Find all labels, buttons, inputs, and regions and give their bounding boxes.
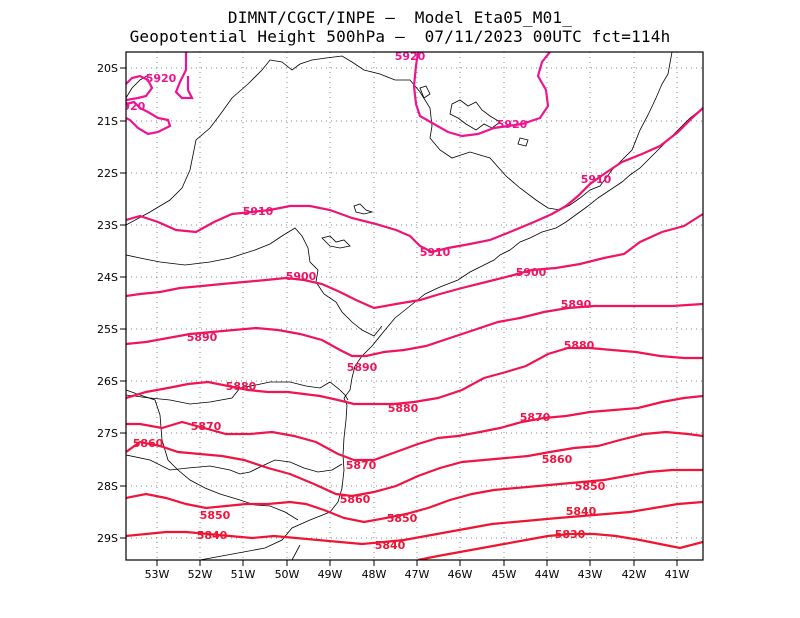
lat-label: 21S: [97, 115, 118, 128]
contour-label: 5920: [395, 50, 426, 63]
lon-label: 41W: [665, 568, 690, 581]
contour-label: 5840: [566, 505, 597, 518]
lon-label: 46W: [448, 568, 473, 581]
contour-label: 5920: [146, 72, 177, 85]
contour-5920-nw: [126, 74, 154, 102]
lat-label: 27S: [97, 427, 118, 440]
contour-label: 5860: [542, 453, 573, 466]
lat-label: 20S: [97, 62, 118, 75]
contour-label: 5890: [187, 331, 218, 344]
map-title-line-2: Geopotential Height 500hPa – 07/11/2023 …: [129, 27, 671, 46]
contour-label: 5870: [191, 420, 222, 433]
contour-label: 5840: [375, 539, 406, 552]
lon-label: 47W: [405, 568, 430, 581]
lon-label: 48W: [362, 568, 387, 581]
lon-label: 49W: [318, 568, 343, 581]
coastline-south: [291, 544, 301, 560]
contour-label: 5920: [497, 118, 528, 131]
contour-label: 5850: [200, 509, 231, 522]
contour-5890: [126, 302, 703, 358]
lat-label: 26S: [97, 375, 118, 388]
contour-label: 5850: [387, 512, 418, 525]
contour-label: 5850: [575, 480, 606, 493]
contour-5830: [417, 532, 703, 560]
lat-label: 23S: [97, 219, 118, 232]
lat-label: 25S: [97, 323, 118, 336]
state-border-sp-pr: [126, 227, 383, 337]
lon-label: 44W: [535, 568, 560, 581]
contour-label: 5900: [286, 270, 317, 283]
contour-label: 5880: [564, 339, 595, 352]
contour-5920-west: [174, 52, 194, 100]
contour-label: 5860: [133, 437, 164, 450]
contour-label: 5910: [420, 246, 451, 259]
contour-5900: [126, 213, 703, 310]
contour-label: 5890: [561, 298, 592, 311]
lon-label: 53W: [145, 568, 170, 581]
lon-label: 42W: [622, 568, 647, 581]
coastline: [126, 107, 703, 560]
latitude-labels: 20S 21S 22S 23S 24S 25S 26S 27S 28S 29S: [97, 62, 118, 545]
lon-label: 43W: [578, 568, 603, 581]
contour-label: 5870: [520, 411, 551, 424]
coastline-and-borders: [126, 52, 703, 560]
contour-label: 5910: [243, 205, 274, 218]
lon-label: 45W: [492, 568, 517, 581]
contour-label: 5880: [388, 402, 419, 415]
contour-5920-center: [412, 52, 551, 138]
axis-ticks: [120, 67, 678, 566]
state-border-sc-rs: [126, 454, 343, 475]
contour-lines: [126, 52, 703, 560]
country-border-west: [126, 389, 299, 521]
contour-label: 5890: [347, 361, 378, 374]
contour-label: 5900: [516, 266, 547, 279]
lon-label: 52W: [188, 568, 213, 581]
lon-label: 50W: [275, 568, 300, 581]
contour-label: 5920: [115, 100, 146, 113]
lon-label: 51W: [231, 568, 256, 581]
lat-label: 22S: [97, 167, 118, 180]
contour-5910: [126, 107, 703, 254]
map-frame: [125, 51, 704, 561]
contour-label: 5870: [346, 459, 377, 472]
contour-5860: [126, 430, 703, 498]
map-title-line-1: DIMNT/CGCT/INPE – Model Eta05_M01_: [227, 8, 573, 27]
contour-5850: [126, 468, 703, 524]
contour-5840: [126, 500, 703, 546]
contour-label: 5860: [340, 493, 371, 506]
contour-label: 5910: [581, 173, 612, 186]
state-border-pr-sc: [126, 381, 349, 405]
lat-label: 24S: [97, 271, 118, 284]
lat-label: 29S: [97, 532, 118, 545]
contour-label: 5880: [226, 380, 257, 393]
contour-labels: 5920 5920 5920 5920 5910 5910 5910 5900 …: [115, 50, 612, 552]
contour-5870: [126, 394, 703, 462]
lat-label: 28S: [97, 480, 118, 493]
contour-5880: [126, 346, 703, 406]
river-reservoir: [126, 73, 151, 99]
contour-5920-nw2: [126, 100, 172, 136]
contour-label: 5830: [555, 528, 586, 541]
state-border-sp-mg: [126, 52, 673, 226]
longitude-labels: 53W 52W 51W 50W 49W 48W 47W 46W 45W 44W …: [145, 568, 690, 581]
reservoirs: [321, 85, 529, 249]
contour-label: 5840: [197, 529, 228, 542]
